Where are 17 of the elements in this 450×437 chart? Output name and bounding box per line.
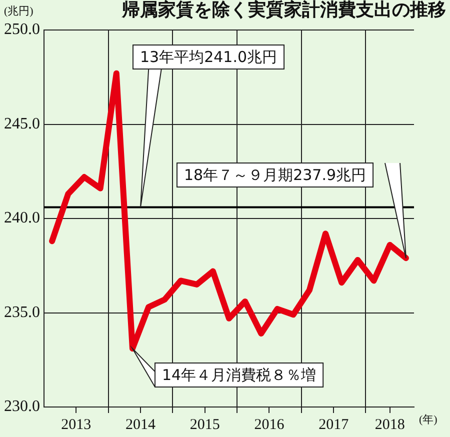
- annotation: 18年７～９月期237.9兆円: [184, 166, 366, 184]
- chart-title: 帰属家賃を除く実質家計消費支出の推移: [121, 0, 446, 21]
- x-tick-label: 2017: [318, 416, 350, 433]
- y-tick-label: 250.0: [4, 21, 40, 38]
- x-tick-label: 2016: [254, 416, 285, 433]
- x-axis-title: (年): [419, 414, 438, 426]
- y-tick-label: 245.0: [4, 115, 40, 132]
- y-tick-label: 235.0: [4, 304, 40, 321]
- y-tick-label: 230.0: [4, 398, 40, 416]
- y-tick-label: 240.0: [4, 210, 40, 227]
- annotation: 13年平均241.0兆円: [140, 48, 278, 66]
- y-axis-title: (兆円): [4, 4, 34, 18]
- x-tick-label: 2013: [61, 416, 92, 433]
- x-tick-label: 2018: [374, 416, 405, 433]
- x-tick-label: 2014: [126, 416, 156, 433]
- annotation: 14年４月消費税８％増: [162, 366, 316, 384]
- x-tick-label: 2015: [190, 416, 220, 433]
